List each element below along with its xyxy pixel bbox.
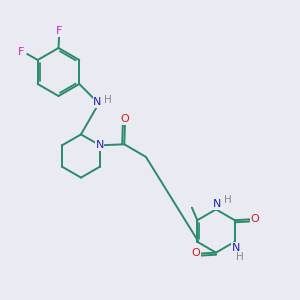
Text: H: H [224, 195, 232, 206]
Text: H: H [236, 252, 244, 262]
Text: O: O [251, 214, 260, 224]
Text: H: H [103, 95, 111, 105]
Text: F: F [18, 46, 24, 57]
Text: N: N [213, 199, 222, 209]
Text: N: N [93, 97, 101, 107]
Text: O: O [192, 248, 201, 259]
Text: N: N [95, 140, 104, 150]
Text: F: F [56, 26, 63, 37]
Text: O: O [121, 114, 129, 124]
Text: N: N [232, 243, 240, 253]
